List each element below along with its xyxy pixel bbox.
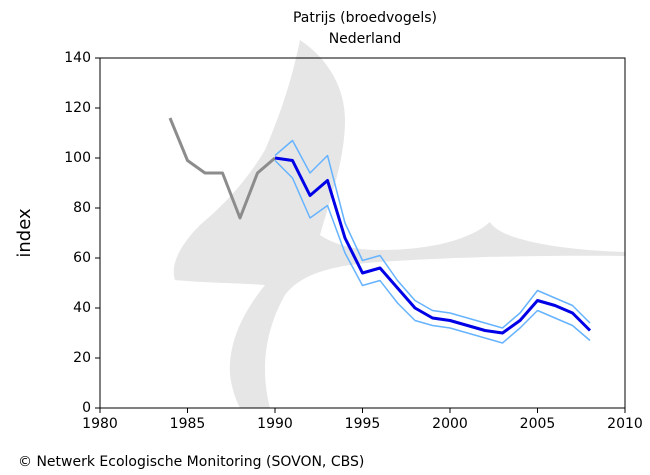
y-tick-label: 80 (73, 200, 91, 216)
x-tick-label: 1985 (170, 416, 206, 432)
chart-title: Patrijs (broedvogels) (293, 10, 437, 26)
y-tick-label: 40 (73, 300, 91, 316)
x-tick-label: 1990 (257, 416, 293, 432)
y-tick-label: 60 (73, 250, 91, 266)
x-tick-label: 1995 (345, 416, 381, 432)
y-tick-label: 0 (82, 400, 91, 416)
x-tick-label: 2010 (607, 416, 643, 432)
y-tick-label: 120 (64, 100, 91, 116)
x-tick-label: 1980 (82, 416, 118, 432)
footer: © Netwerk Ecologische Monitoring (SOVON,… (18, 454, 364, 470)
y-axis-label: index (14, 208, 35, 258)
y-tick-label: 140 (64, 50, 91, 66)
x-tick-label: 2000 (432, 416, 468, 432)
y-tick-label: 100 (64, 150, 91, 166)
chart: Patrijs (broedvogels) Nederland index © … (0, 0, 650, 475)
plot-frame (100, 58, 625, 408)
chart-subtitle: Nederland (329, 31, 402, 47)
y-tick-label: 20 (73, 350, 91, 366)
background-swallow (174, 40, 625, 408)
x-tick-label: 2005 (520, 416, 556, 432)
